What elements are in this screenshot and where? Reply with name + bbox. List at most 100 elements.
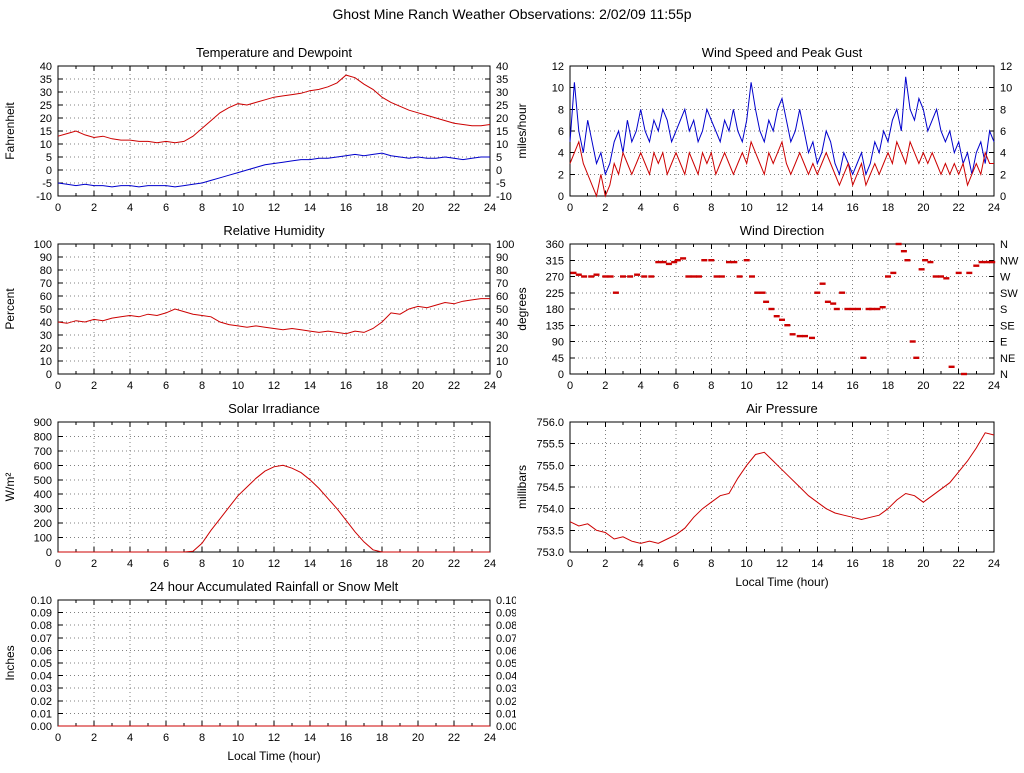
- svg-text:0.05: 0.05: [496, 658, 516, 670]
- svg-text:0: 0: [558, 369, 564, 381]
- svg-text:Air Pressure: Air Pressure: [746, 401, 818, 416]
- svg-text:Percent: Percent: [3, 288, 17, 330]
- svg-text:12: 12: [776, 558, 788, 570]
- svg-text:miles/hour: miles/hour: [515, 103, 529, 158]
- svg-text:8: 8: [708, 558, 714, 570]
- svg-text:80: 80: [496, 265, 508, 277]
- svg-text:0.07: 0.07: [496, 633, 516, 645]
- svg-text:0.03: 0.03: [31, 683, 52, 695]
- svg-text:10: 10: [496, 139, 508, 151]
- svg-text:6: 6: [163, 732, 169, 744]
- svg-text:16: 16: [847, 202, 859, 214]
- svg-text:40: 40: [496, 317, 508, 329]
- svg-text:360: 360: [546, 239, 564, 251]
- svg-text:0.09: 0.09: [31, 608, 52, 620]
- svg-text:5: 5: [496, 152, 502, 164]
- svg-text:0: 0: [55, 558, 61, 570]
- chart-wind-speed-gust: 0 2 4 6 8 10 12 14 16 18 20 22 24 0 2 4 6 8 10 12 0 2 4 6 8 10 12 W…: [512, 40, 1020, 222]
- chart-solar-irradiance: 0 2 4 6 8 10 12 14 16 18 20 22 24 0 100 200 300 400 500 600…: [0, 396, 516, 578]
- svg-text:50: 50: [496, 304, 508, 316]
- svg-text:4: 4: [638, 202, 644, 214]
- svg-text:22: 22: [448, 380, 460, 392]
- svg-text:0.00: 0.00: [496, 721, 516, 733]
- svg-text:18: 18: [882, 558, 894, 570]
- chart-relative-humidity: 0 2 4 6 8 10 12 14 16 18 20 22 24 0 10 20 30 40 50 60 70 80 90…: [0, 218, 516, 400]
- svg-text:22: 22: [953, 558, 965, 570]
- svg-text:12: 12: [268, 202, 280, 214]
- chart-wind-direction: 0 2 4 6 8 10 12 14 16 18 20 22 24 0 45 90 135 180 225 270 31…: [512, 218, 1020, 400]
- svg-text:600: 600: [34, 460, 52, 472]
- svg-text:4: 4: [1000, 148, 1006, 160]
- svg-text:4: 4: [638, 380, 644, 392]
- svg-text:Wind Speed and Peak Gust: Wind Speed and Peak Gust: [702, 45, 863, 60]
- svg-text:2: 2: [91, 380, 97, 392]
- svg-text:NW: NW: [1000, 255, 1019, 267]
- svg-text:12: 12: [268, 380, 280, 392]
- svg-text:SW: SW: [1000, 288, 1018, 300]
- svg-text:2: 2: [91, 558, 97, 570]
- svg-text:755.5: 755.5: [536, 439, 564, 451]
- svg-text:22: 22: [953, 380, 965, 392]
- svg-text:10: 10: [40, 356, 52, 368]
- svg-text:10: 10: [741, 202, 753, 214]
- svg-text:-5: -5: [42, 178, 52, 190]
- chart-air-pressure: 0 2 4 6 8 10 12 14 16 18 20 22 24 753.0 753.5 754.0 754.…: [512, 396, 1020, 594]
- svg-text:24: 24: [484, 732, 496, 744]
- svg-text:2: 2: [1000, 169, 1006, 181]
- svg-text:0.07: 0.07: [31, 633, 52, 645]
- svg-text:24 hour Accumulated Rainfall o: 24 hour Accumulated Rainfall or Snow Mel…: [150, 579, 399, 594]
- svg-text:0: 0: [46, 165, 52, 177]
- svg-text:30: 30: [496, 330, 508, 342]
- svg-text:2: 2: [602, 380, 608, 392]
- svg-text:18: 18: [882, 202, 894, 214]
- svg-text:degrees: degrees: [515, 287, 529, 330]
- svg-text:0.04: 0.04: [496, 671, 516, 683]
- svg-text:40: 40: [496, 61, 508, 73]
- svg-text:14: 14: [304, 380, 316, 392]
- svg-text:756.0: 756.0: [536, 417, 564, 429]
- svg-text:50: 50: [40, 304, 52, 316]
- svg-text:0.06: 0.06: [496, 645, 516, 657]
- svg-text:18: 18: [882, 380, 894, 392]
- svg-text:0.01: 0.01: [31, 708, 52, 720]
- svg-text:14: 14: [811, 558, 823, 570]
- svg-text:0: 0: [55, 202, 61, 214]
- svg-text:16: 16: [340, 558, 352, 570]
- svg-text:6: 6: [163, 202, 169, 214]
- svg-text:45: 45: [552, 353, 564, 365]
- svg-text:35: 35: [40, 74, 52, 86]
- svg-text:6: 6: [558, 126, 564, 138]
- svg-text:0: 0: [46, 547, 52, 559]
- svg-text:24: 24: [484, 558, 496, 570]
- svg-text:300: 300: [34, 504, 52, 516]
- svg-text:6: 6: [673, 558, 679, 570]
- svg-text:10: 10: [40, 139, 52, 151]
- svg-text:0: 0: [496, 165, 502, 177]
- svg-text:2: 2: [602, 202, 608, 214]
- svg-text:6: 6: [163, 558, 169, 570]
- svg-text:20: 20: [412, 202, 424, 214]
- svg-text:0.00: 0.00: [31, 721, 52, 733]
- svg-text:Relative Humidity: Relative Humidity: [223, 223, 325, 238]
- svg-text:5: 5: [46, 152, 52, 164]
- svg-text:20: 20: [412, 732, 424, 744]
- svg-text:20: 20: [917, 380, 929, 392]
- svg-text:90: 90: [40, 252, 52, 264]
- svg-text:0: 0: [55, 380, 61, 392]
- svg-text:18: 18: [376, 558, 388, 570]
- svg-text:4: 4: [127, 202, 133, 214]
- svg-text:10: 10: [232, 202, 244, 214]
- svg-text:754.0: 754.0: [536, 504, 564, 516]
- svg-text:315: 315: [546, 255, 564, 267]
- svg-text:24: 24: [484, 380, 496, 392]
- svg-text:Wind Direction: Wind Direction: [740, 223, 825, 238]
- page-title: Ghost Mine Ranch Weather Observations: 2…: [332, 6, 692, 22]
- svg-text:8: 8: [708, 202, 714, 214]
- svg-text:Local Time (hour): Local Time (hour): [227, 749, 320, 763]
- svg-text:10: 10: [741, 558, 753, 570]
- svg-text:20: 20: [40, 113, 52, 125]
- svg-text:16: 16: [340, 732, 352, 744]
- svg-text:24: 24: [484, 202, 496, 214]
- svg-text:100: 100: [34, 533, 52, 545]
